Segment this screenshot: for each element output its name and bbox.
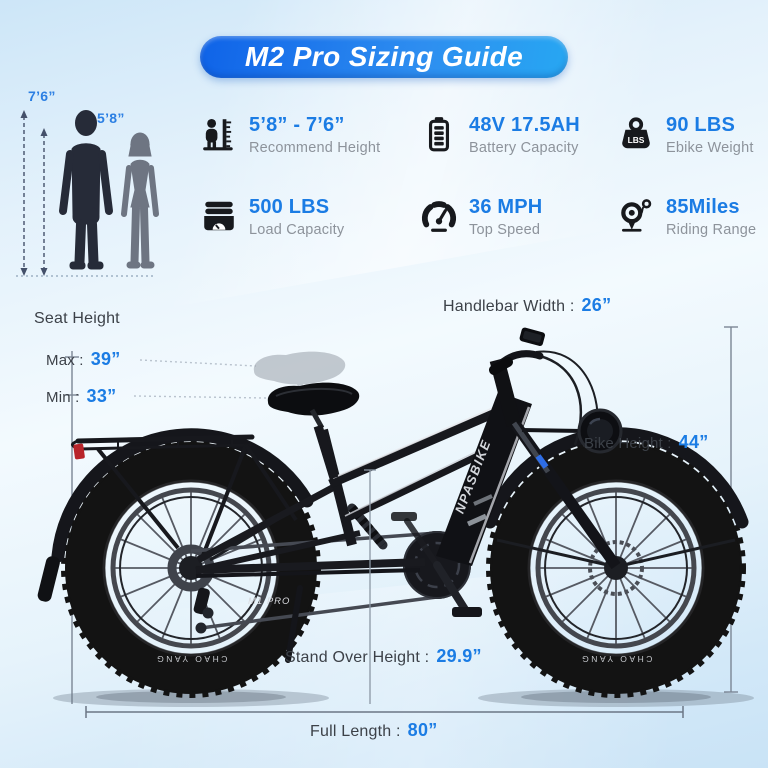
short-rider-height-label: 5’8” xyxy=(97,110,125,126)
handlebar-width-label: Handlebar Width : xyxy=(443,298,575,315)
height-ruler-icon xyxy=(203,119,233,151)
rear-rack xyxy=(71,434,298,559)
title-banner: M2 Pro Sizing Guide xyxy=(200,36,568,78)
rear-derailleur xyxy=(193,587,214,634)
bike-height-measurement: Bike Height : 44” xyxy=(584,432,709,453)
handlebar-grip xyxy=(489,357,513,375)
full-length-measurement: Full Length : 80” xyxy=(310,720,438,741)
riding-range-icon xyxy=(621,199,652,232)
spec-load-capacity: 500 LBS Load Capacity xyxy=(200,197,344,238)
front-wheel: CHAO YANG xyxy=(486,438,746,698)
spec-label: Ebike Weight xyxy=(666,140,754,156)
cockpit-and-fork xyxy=(489,327,623,570)
load-scale-icon xyxy=(204,201,234,231)
spec-value: 36 MPH xyxy=(469,196,543,218)
page-title: M2 Pro Sizing Guide xyxy=(244,41,524,72)
spec-top-speed: 36 MPH Top Speed xyxy=(420,197,542,238)
spec-value: 5’8” - 7’6” xyxy=(249,114,345,136)
male-silhouette xyxy=(59,110,113,270)
seat-min-label: Min : xyxy=(46,389,80,406)
standover-height-value: 29.9” xyxy=(436,646,482,666)
spec-recommend-height: 5’8” - 7’6” Recommend Height xyxy=(200,115,380,156)
spec-label: Top Speed xyxy=(469,222,541,238)
spec-ebike-weight: LBS 90 LBS Ebike Weight xyxy=(617,115,754,156)
headlight xyxy=(577,408,623,454)
spec-label: Battery Capacity xyxy=(469,140,579,156)
bike-height-label: Bike Height : xyxy=(584,435,672,452)
fork-blue-accent xyxy=(535,454,549,469)
rear-reflector xyxy=(73,443,85,460)
full-length-label: Full Length : xyxy=(310,723,401,740)
saddle xyxy=(267,382,360,480)
standover-height-label: Stand Over Height : xyxy=(285,649,430,666)
spec-value: 500 LBS xyxy=(249,196,330,218)
full-length-dimension-line xyxy=(85,706,684,718)
spec-label: Recommend Height xyxy=(249,140,381,156)
weight-badge-text: LBS xyxy=(628,135,645,145)
full-length-value: 80” xyxy=(407,720,438,740)
weight-icon: LBS xyxy=(622,117,650,149)
female-silhouette xyxy=(121,132,159,269)
seat-max-measurement: Max : 39” xyxy=(46,349,121,370)
standover-dimension-line xyxy=(364,469,376,704)
rider-height-dimension-lines xyxy=(16,110,154,277)
kickstand xyxy=(285,585,303,663)
handlebar-width-measurement: Handlebar Width : 26” xyxy=(443,295,611,316)
wheel-shadows xyxy=(53,689,754,707)
spec-label: Riding Range xyxy=(666,222,757,238)
bike-height-value: 44” xyxy=(678,432,709,452)
speedometer-icon xyxy=(421,201,457,232)
seat-max-label: Max : xyxy=(46,352,84,369)
headlight-bracket xyxy=(521,428,583,433)
spec-value: 48V 17.5AH xyxy=(469,114,580,136)
seat-height-title: Seat Height xyxy=(34,310,120,327)
tall-rider-height-label: 7’6” xyxy=(28,88,56,104)
spec-value: 90 LBS xyxy=(666,114,736,136)
tire-brand-decal: CHAO YANG xyxy=(155,654,228,664)
battery-icon xyxy=(428,117,450,152)
tire-brand-decal: CHAO YANG xyxy=(580,654,653,664)
display-screen xyxy=(519,327,546,346)
seat-min-measurement: Min : 33” xyxy=(46,386,116,407)
standover-height-measurement: Stand Over Height : 29.9” xyxy=(285,646,482,667)
seat-min-value: 33” xyxy=(86,386,117,406)
spec-value: 85Miles xyxy=(666,196,740,218)
seat-max-value: 39” xyxy=(90,349,121,369)
spec-battery-capacity: 48V 17.5AH Battery Capacity xyxy=(420,115,580,156)
chainstay-decal: M1 PRO xyxy=(248,596,290,607)
seatpost xyxy=(313,424,339,480)
handlebar-width-value: 26” xyxy=(581,295,612,315)
spec-riding-range: 85Miles Riding Range xyxy=(617,197,756,238)
spec-label: Load Capacity xyxy=(249,222,345,238)
